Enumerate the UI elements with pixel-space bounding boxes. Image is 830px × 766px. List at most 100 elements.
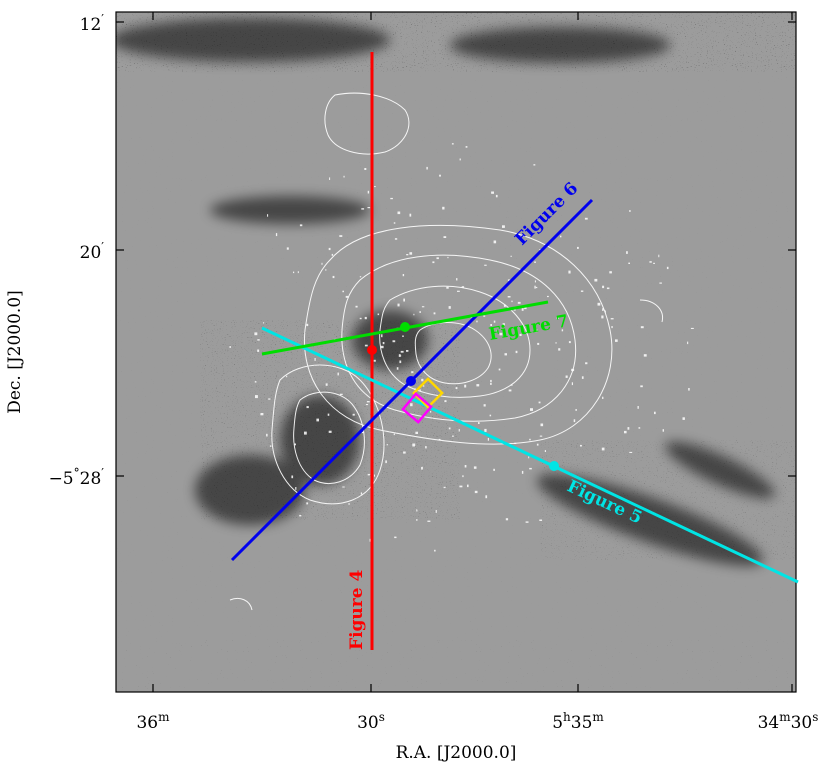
contour-speck: [606, 287, 610, 290]
contour-speck: [495, 330, 498, 333]
contour-speck: [266, 433, 268, 437]
contour-speck: [627, 427, 630, 430]
contour-speck: [611, 326, 613, 329]
contour-speck: [473, 466, 477, 469]
contour-speck: [321, 262, 323, 265]
contour-speck: [533, 164, 536, 166]
cut-marker-figure-6: [406, 376, 416, 386]
contour-speck: [530, 408, 533, 411]
contour-speck: [367, 190, 370, 194]
contour-speck: [690, 327, 694, 329]
contour-speck: [291, 475, 294, 479]
contour-speck: [666, 266, 669, 270]
contour-speck: [485, 495, 488, 499]
contour-speck: [489, 414, 492, 417]
contour-speck: [399, 360, 402, 364]
contour-speck: [455, 387, 458, 390]
contour-speck: [443, 486, 446, 489]
contour-speck: [394, 238, 398, 240]
contour-speck: [397, 211, 401, 215]
contour-speck: [525, 521, 529, 523]
contour-speck: [577, 246, 579, 249]
contour-speck: [459, 485, 463, 488]
contour-speck: [602, 396, 604, 399]
contour-speck: [374, 474, 375, 477]
contour-speck: [457, 290, 460, 292]
contour-speck: [538, 401, 541, 404]
contour-speck: [361, 432, 364, 434]
cut-lines: [230, 52, 799, 650]
contour-speck: [629, 451, 633, 453]
contour-speck: [267, 214, 269, 217]
contour-speck: [352, 413, 355, 416]
contour-speck: [499, 332, 503, 336]
contour-speck: [286, 247, 289, 250]
contour-speck: [682, 417, 685, 420]
contour-speck: [597, 302, 601, 306]
contour-speck: [640, 326, 644, 329]
x-tick-label: 30s: [357, 710, 385, 733]
contour-speck: [561, 329, 564, 332]
contour-speck: [615, 339, 618, 342]
contour-speck: [364, 316, 367, 320]
contour-speck: [584, 217, 588, 220]
contour-speck: [484, 428, 487, 432]
contour-speck: [393, 222, 396, 224]
contour-speck: [257, 339, 260, 341]
contour-speck: [377, 313, 380, 316]
contour-speck: [456, 278, 458, 281]
contour-speck: [444, 400, 447, 403]
contour-speck: [294, 443, 296, 446]
contour-speck: [529, 467, 532, 470]
x-tick-label: 5h35m: [552, 710, 604, 733]
contour-speck: [392, 340, 396, 343]
contour-speck: [556, 317, 559, 319]
contour-speck: [339, 235, 343, 237]
contour-speck: [662, 429, 664, 432]
contour-speck: [421, 306, 425, 308]
contour-speck: [359, 276, 362, 278]
contour-speck: [628, 262, 630, 264]
contour-speck: [560, 235, 562, 238]
contour-speck: [649, 261, 652, 263]
contour-speck: [427, 520, 431, 522]
contour-speck: [487, 438, 489, 441]
contour-speck: [381, 345, 384, 349]
contour-speck: [490, 324, 492, 326]
contour-speck: [337, 372, 339, 376]
contour-speck: [493, 468, 495, 471]
contour-speck: [521, 307, 524, 311]
tick-marks: [116, 12, 796, 692]
contour-speck: [332, 275, 335, 279]
contour-speck: [451, 143, 454, 145]
contour-speck: [513, 442, 517, 444]
contour-speck: [410, 403, 413, 407]
contour-speck: [268, 398, 271, 400]
contour-speck: [447, 256, 449, 259]
contour-speck: [490, 383, 492, 385]
contour-speck: [419, 311, 421, 313]
contour-speck: [575, 409, 577, 411]
contour-speck: [448, 306, 451, 309]
contour-speck: [654, 411, 656, 415]
contour-speck: [229, 346, 231, 348]
contour-speck: [360, 492, 363, 495]
contour-speck: [374, 186, 376, 188]
contour-speck: [637, 406, 639, 409]
contour-speck: [604, 310, 606, 313]
contour-speck: [286, 375, 288, 378]
contour-speck: [539, 519, 543, 521]
contour-speck: [490, 379, 492, 383]
contour-speck: [558, 348, 561, 351]
contour-speck: [393, 433, 395, 436]
contour-speck: [504, 353, 507, 356]
contour-speck: [476, 320, 478, 323]
contour-speck: [478, 422, 480, 424]
contour-speck: [367, 207, 371, 209]
contour-speck: [465, 146, 468, 148]
contour-speck: [359, 317, 362, 320]
contour-speck: [397, 303, 400, 307]
contour-speck: [502, 323, 505, 326]
contour-speck: [403, 298, 405, 302]
contour-speck: [443, 236, 447, 238]
